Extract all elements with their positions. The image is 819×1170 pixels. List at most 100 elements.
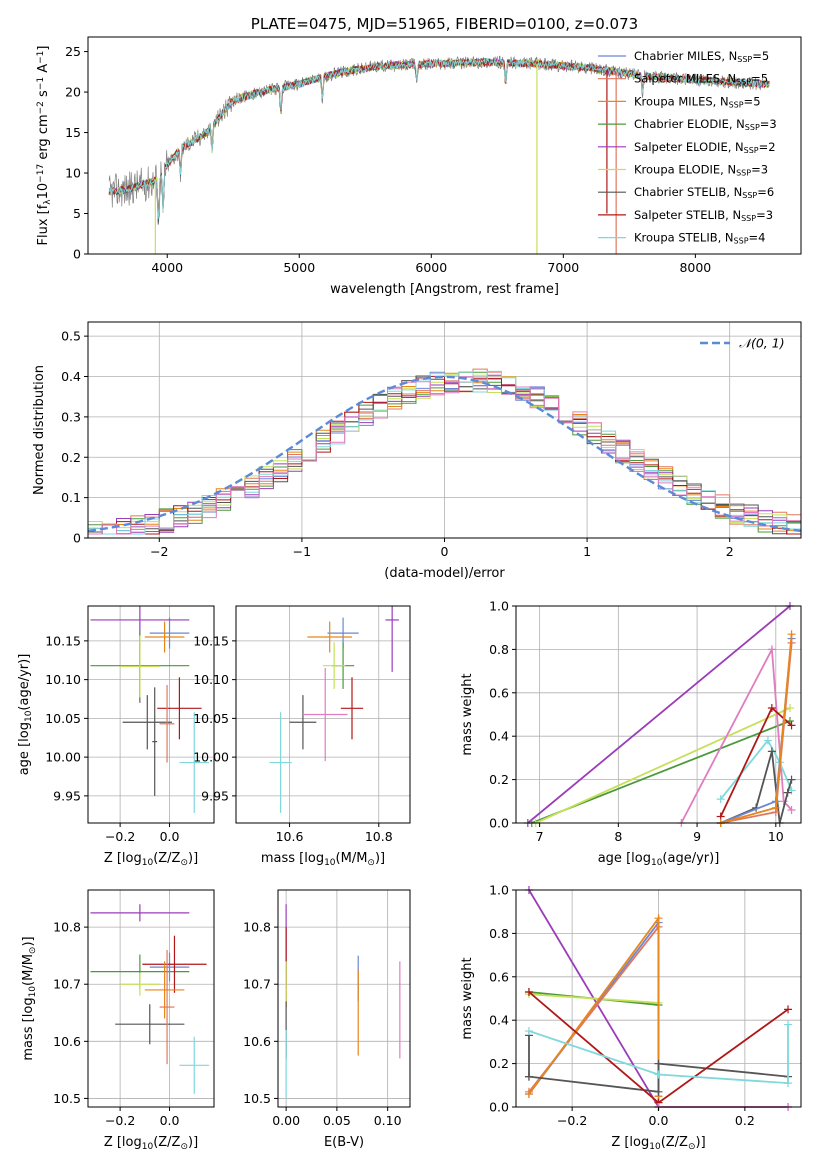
legend-nssp-prefix: , N (721, 49, 737, 63)
mass-weight-marker (654, 1087, 663, 1096)
y-tick-label: 9.95 (53, 788, 81, 803)
legend-name: Kroupa MILES (634, 94, 713, 108)
y-axis-label: age [log10(age/yr)] (17, 654, 34, 776)
label-part: λ (43, 199, 53, 205)
y-tick-label: 10.00 (193, 750, 229, 765)
mass-weight-series (528, 924, 660, 1097)
label-part: (age/yr)] (662, 851, 719, 866)
x-tick-label: 10.8 (365, 829, 393, 844)
label-part: (Z/Z (153, 1135, 180, 1150)
label-part: 10 (24, 710, 34, 722)
legend-nssp: 3 (769, 117, 776, 131)
label-part: −1 (36, 77, 46, 90)
legend-nssp: 5 (762, 49, 769, 63)
legend-nssp-sub: SSP (744, 146, 759, 155)
y-tick-label: 0.4 (61, 369, 81, 384)
y-tick-label: 0.8 (489, 926, 509, 941)
legend-nssp-prefix: , N (720, 72, 736, 86)
legend-nssp-eq: = (751, 72, 761, 86)
legend-nssp-sub: SSP (745, 123, 760, 132)
error-bar-point (144, 961, 185, 1019)
y-axis-label: Flux [fλ10−17 erg cm−2 s−1 A−1] (36, 46, 53, 246)
mass-weight-marker (787, 775, 796, 784)
legend-nssp-prefix: , N (720, 163, 736, 177)
legend-nssp: 5 (753, 94, 760, 108)
error-bar-point (302, 668, 348, 761)
label-part: age [log (598, 851, 651, 866)
label-part: ⊙ (367, 858, 375, 868)
legend-entry: Salpeter ELODIE, NSSP=2 (634, 140, 776, 155)
label-part: ⊙ (688, 1142, 696, 1152)
mass-weight-marker (654, 1059, 663, 1068)
x-axis-label: (data-model)/error (384, 566, 505, 581)
y-tick-label: 0.8 (489, 642, 509, 657)
chart-title: PLATE=0475, MJD=51965, FIBERID=0100, z=0… (251, 15, 638, 33)
label-part: 10 (651, 858, 663, 868)
y-tick-label: 0.2 (489, 772, 509, 787)
legend-nssp-eq: = (757, 185, 767, 199)
legend-name: Kroupa STELIB (634, 231, 718, 245)
label-part: erg cm (36, 114, 51, 163)
mass-weight-marker (524, 1089, 533, 1098)
y-tick-label: 15 (65, 125, 81, 140)
axes-frame (87, 605, 215, 824)
legend-entry: Salpeter MILES, NSSP=5 (634, 72, 768, 87)
mass-weight-marker (767, 703, 776, 712)
label-part: ] (36, 46, 51, 51)
y-tick-label: 0.0 (489, 1100, 509, 1115)
mass-weight-series (720, 751, 793, 824)
error-bar-point (159, 949, 175, 1065)
y-tick-label: 0.2 (61, 450, 81, 465)
x-tick-label: 7000 (547, 260, 579, 275)
legend-name: Salpeter STELIB (634, 208, 725, 222)
label-part: Z [log (611, 1135, 649, 1150)
spectrum-chart: 4000 5000 6000 7000 80000510152025wavelength… (36, 15, 802, 297)
label-part: ⊙ (180, 1142, 188, 1152)
legend-nssp-sub: SSP (729, 101, 744, 110)
age-vs-mass-chart: 10.6 10.8 9.95 10.00 10.05 10.10 10.15 mass [lo… (193, 605, 411, 868)
legend-entry: Kroupa ELODIE, NSSP=3 (634, 163, 768, 178)
x-tick-label: 8 (614, 829, 622, 844)
x-tick-label: 5000 (283, 260, 315, 275)
x-axis-label: wavelength [Angstrom, rest frame] (330, 282, 559, 297)
error-bar-point (307, 621, 352, 653)
mass-weight-marker (783, 788, 792, 797)
legend-nssp-prefix: , N (729, 117, 745, 131)
mass-weight-marker (784, 1005, 793, 1014)
error-bar-point (149, 617, 190, 649)
mass-weight-marker (654, 1070, 663, 1079)
label-part: (Z/Z (153, 851, 180, 866)
normal-curve (88, 375, 801, 533)
x-tick-label: 0.05 (323, 1113, 351, 1128)
error-bar-point (289, 695, 317, 750)
y-tick-label: 10.05 (193, 711, 229, 726)
y-tick-label: 10.8 (53, 920, 81, 935)
legend-nssp-eq: = (756, 208, 766, 222)
legend-name: Salpeter ELODIE (634, 140, 728, 154)
legend-nssp: 3 (766, 208, 773, 222)
y-tick-label: 10.6 (243, 1034, 271, 1049)
legend-nssp-sub: SSP (741, 214, 756, 223)
legend-entry: Salpeter STELIB, NSSP=3 (634, 208, 773, 223)
error-bar-point (149, 952, 190, 982)
legend-name: Kroupa ELODIE (634, 163, 720, 177)
legend-nssp-eq: = (749, 231, 759, 245)
histogram-series (88, 375, 801, 535)
y-tick-label: 10.05 (45, 711, 81, 726)
x-tick-label: −2 (150, 544, 168, 559)
label-part: −2 (36, 101, 46, 114)
y-tick-label: 0.4 (489, 729, 509, 744)
legend-name: Chabrier STELIB (634, 185, 726, 199)
error-bar-point (152, 687, 158, 796)
label-part: 10 (28, 986, 38, 998)
mass-weight-marker (785, 703, 794, 712)
x-tick-label: 9 (693, 829, 701, 844)
x-tick-label: 2 (726, 544, 734, 559)
x-tick-label: −0.2 (105, 1113, 135, 1128)
x-tick-label: 0.0 (649, 1113, 669, 1128)
mass-weight-series (680, 646, 793, 824)
label-part: mass [log (21, 997, 36, 1060)
mass-weight-marker (763, 736, 772, 745)
